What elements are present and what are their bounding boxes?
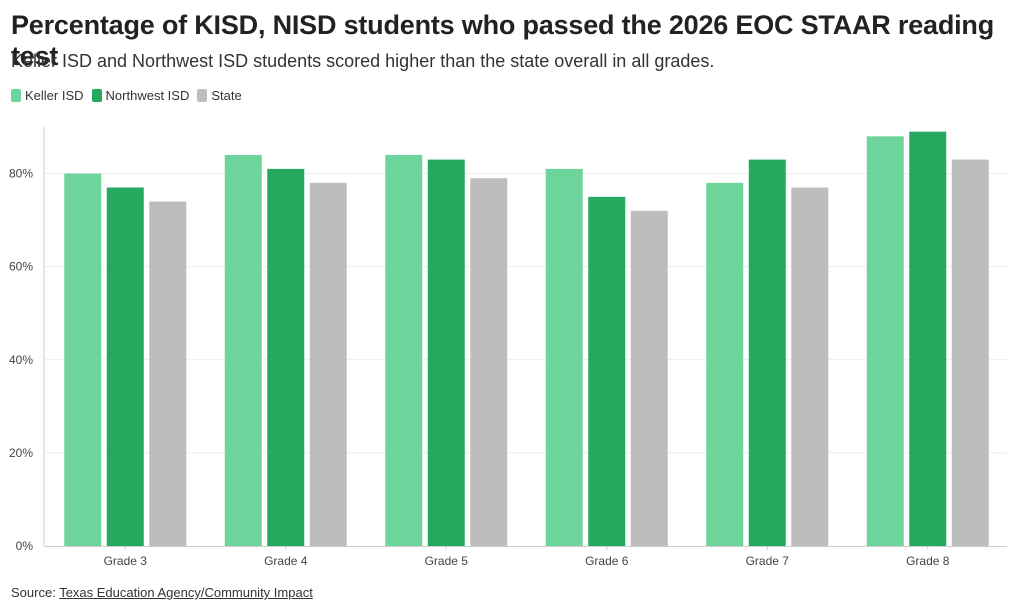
legend-label-northwest: Northwest ISD — [105, 88, 190, 103]
x-tick-label: Grade 6 — [585, 554, 629, 568]
bar-northwest-isd-grade-7 — [748, 159, 786, 547]
bar-northwest-isd-grade-5 — [427, 159, 465, 547]
bar-state-grade-4 — [309, 182, 347, 546]
bar-keller-isd-grade-3 — [64, 173, 102, 547]
chart-subtitle: Keller ISD and Northwest ISD students sc… — [11, 51, 715, 71]
bar-state-grade-3 — [149, 201, 187, 546]
bar-state-grade-5 — [470, 178, 508, 546]
legend-label-keller: Keller ISD — [25, 88, 84, 103]
bar-state-grade-6 — [630, 210, 668, 547]
bar-northwest-isd-grade-6 — [588, 196, 626, 547]
x-tick-label: Grade 3 — [104, 554, 148, 568]
legend-item-keller[interactable]: Keller ISD — [11, 88, 84, 103]
bar-keller-isd-grade-7 — [706, 182, 744, 546]
x-tick-label: Grade 7 — [746, 554, 790, 568]
bar-northwest-isd-grade-8 — [909, 131, 947, 546]
y-tick-label: 60% — [9, 260, 33, 274]
bar-northwest-isd-grade-3 — [106, 187, 144, 546]
bar-keller-isd-grade-5 — [385, 154, 423, 546]
bar-keller-isd-grade-8 — [866, 136, 904, 547]
source-note: Source: Texas Education Agency/Community… — [11, 585, 313, 600]
y-tick-label: 0% — [16, 539, 34, 553]
x-tick-label: Grade 8 — [906, 554, 950, 568]
bar-state-grade-8 — [951, 159, 989, 547]
legend-swatch-keller — [11, 89, 21, 102]
bar-keller-isd-grade-6 — [545, 168, 583, 546]
bar-state-grade-7 — [791, 187, 829, 546]
x-tick-label: Grade 5 — [425, 554, 469, 568]
chart-legend: Keller ISD Northwest ISD State — [11, 88, 242, 103]
legend-swatch-state — [197, 89, 208, 102]
source-link[interactable]: Texas Education Agency/Community Impact — [59, 585, 313, 600]
legend-item-state[interactable]: State — [197, 88, 242, 103]
legend-label-state: State — [211, 88, 242, 103]
legend-item-northwest[interactable]: Northwest ISD — [91, 88, 190, 103]
bar-northwest-isd-grade-4 — [267, 168, 305, 546]
bar-keller-isd-grade-4 — [224, 154, 262, 546]
y-tick-label: 40% — [9, 353, 33, 367]
source-prefix: Source: — [11, 585, 60, 600]
x-tick-label: Grade 4 — [264, 554, 308, 568]
y-tick-label: 80% — [9, 167, 33, 181]
legend-swatch-northwest — [91, 89, 102, 102]
y-tick-label: 20% — [9, 446, 33, 460]
chart-title: Percentage of KISD, NISD students who pa… — [11, 10, 995, 71]
